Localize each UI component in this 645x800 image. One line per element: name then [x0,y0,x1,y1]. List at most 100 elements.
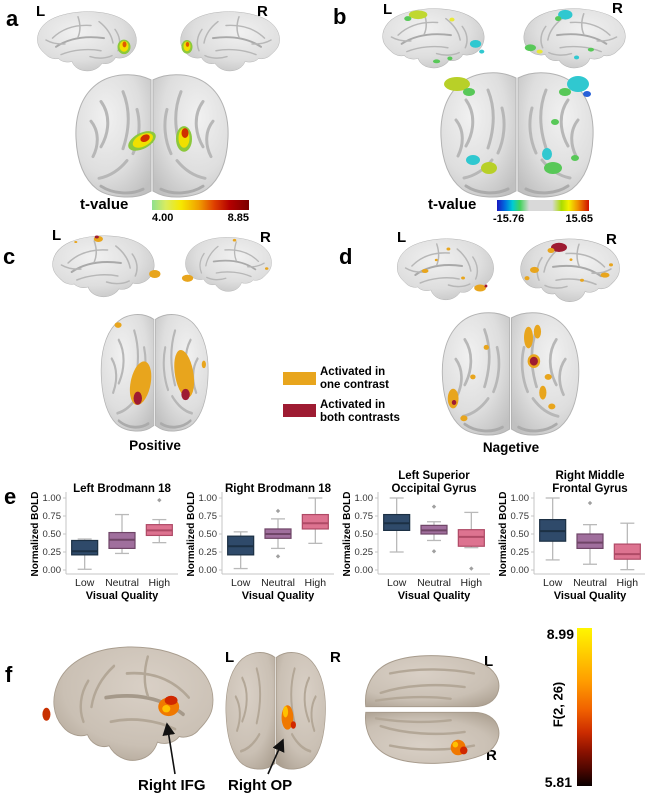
brain-lateral-right-panel-c [181,236,273,293]
panel-a-label: a [6,6,19,31]
box-group-high [301,497,329,545]
box [301,513,329,530]
panel-a-colorbar-max: 8.85 [227,212,249,224]
y-tick-label: 0.75 [199,511,218,522]
panel-c-caption: Positive [129,438,181,453]
panel-f-label: f [5,662,13,687]
panel-f-view2-left: L [225,649,235,666]
panel-b-hemi-left: L [383,1,393,18]
x-tick-label: High [149,577,171,589]
panel-c-label: c [3,244,16,269]
box-group-low [227,531,255,570]
y-tick-label: 1.00 [199,493,218,504]
outlier-marker [275,554,281,559]
boxplot-right-brodmann-18: Right Brodmann 18 Normalized BOLD 1.00 0.75… [186,483,334,602]
panel-f-colorbar-max: 8.99 [546,626,574,642]
x-tick-label: Low [387,577,407,589]
y-tick-label: 0.75 [511,511,530,522]
outlier-marker [157,497,162,503]
brain-frontal-panel-f [224,651,327,770]
box-group-neutral [576,500,604,565]
y-tick-label: 0.50 [199,529,218,540]
y-axis-label: Normalized BOLD [186,491,197,576]
y-tick-label: 0.00 [511,565,530,576]
panel-f-view3-left: L [484,653,494,670]
boxplot-title: Right Middle [556,470,625,482]
boxplot-left-brodmann-18: Left Brodmann 18 Normalized BOLD 1.00 0.75 0… [30,483,178,602]
panel-d-label: d [339,244,353,269]
x-axis-label: Visual Quality [554,590,627,602]
panel-f-annotation-right-ifg: Right IFG [138,777,206,794]
brain-lateral-left-panel-d [396,237,495,301]
panel-b-colorbar-max: 15.65 [565,213,593,225]
x-tick-label: Low [231,577,251,589]
box-group-neutral [420,504,448,554]
legend-swatch-both-contrasts [283,404,316,417]
outlier-marker [587,500,593,506]
y-tick-label: 0.00 [355,565,374,576]
panel-a-hemi-left: L [36,3,46,20]
panel-b-colorbar-labels: -15.76 15.65 [493,213,593,225]
panel-b-colorbar [497,200,589,211]
panel-b-colorbar-min: -15.76 [493,213,525,225]
box-group-low [71,538,99,570]
x-tick-label: Neutral [573,577,607,589]
panel-f-annotation-right-op: Right OP [228,777,293,794]
panel-d-hemi-left: L [397,229,407,246]
box-group-neutral [108,513,136,555]
y-tick-label: 0.00 [43,565,62,576]
box [457,529,485,547]
brain-lateral-left-panel-a [36,10,138,72]
y-tick-label: 0.50 [43,529,62,540]
y-tick-label: 1.00 [43,493,62,504]
panel-b-colorbar-title: t-value [428,196,477,213]
panel-a-colorbar-labels: 4.00 8.85 [152,212,249,224]
panel-a-colorbar-min: 4.00 [152,212,174,224]
y-tick-label: 0.50 [355,529,374,540]
panel-e-label: e [4,484,17,509]
x-tick-label: Neutral [261,577,295,589]
boxplot-title: Left Superior [398,470,470,482]
y-tick-label: 0.75 [43,511,62,522]
panel-f-view2-right: R [330,649,341,666]
brain-posterior-panel-c [99,313,210,432]
outlier-marker [431,504,437,509]
box [613,543,641,560]
outlier-marker [469,566,474,571]
x-axis-label: Visual Quality [242,590,315,602]
brain-posterior-panel-b [439,71,595,198]
x-axis-label: Visual Quality [398,590,471,602]
x-tick-label: Low [75,577,95,589]
outlier-marker [431,549,437,554]
panel-a-colorbar-title: t-value [80,196,129,213]
boxplot-title: Frontal Gyrus [552,483,627,495]
brain-posterior-panel-a [74,73,230,198]
boxplot-title: Right Brodmann 18 [225,483,332,495]
brain-lateral-right-panel-d [519,237,621,303]
x-axis-label: Visual Quality [86,590,159,602]
x-tick-label: High [305,577,327,589]
legend-label-both-contrasts: Activated in both contrasts [320,399,400,425]
box-group-neutral [264,508,292,559]
brain-lateral-left-panel-c [51,234,161,298]
y-tick-label: 0.25 [355,547,374,558]
panel-f-colorbar-title: F(2, 26) [550,681,566,728]
brain-axial-panel-f [364,654,501,765]
boxplot-title: Left Brodmann 18 [73,483,171,495]
y-tick-label: 0.00 [199,565,218,576]
x-tick-label: Neutral [105,577,139,589]
box [576,533,604,549]
panel-b-label: b [333,4,347,29]
box-group-high [457,511,485,571]
panel-d-hemi-right: R [606,231,617,248]
y-axis-label: Normalized BOLD [342,491,353,576]
box-group-low [539,497,567,561]
panel-c-hemi-right: R [260,229,271,246]
box-group-low [383,497,411,553]
brain-lateral-right-panel-f [42,645,215,763]
panel-b-hemi-right: R [612,0,623,17]
y-tick-label: 1.00 [355,493,374,504]
y-tick-label: 0.25 [199,547,218,558]
box [71,539,99,556]
